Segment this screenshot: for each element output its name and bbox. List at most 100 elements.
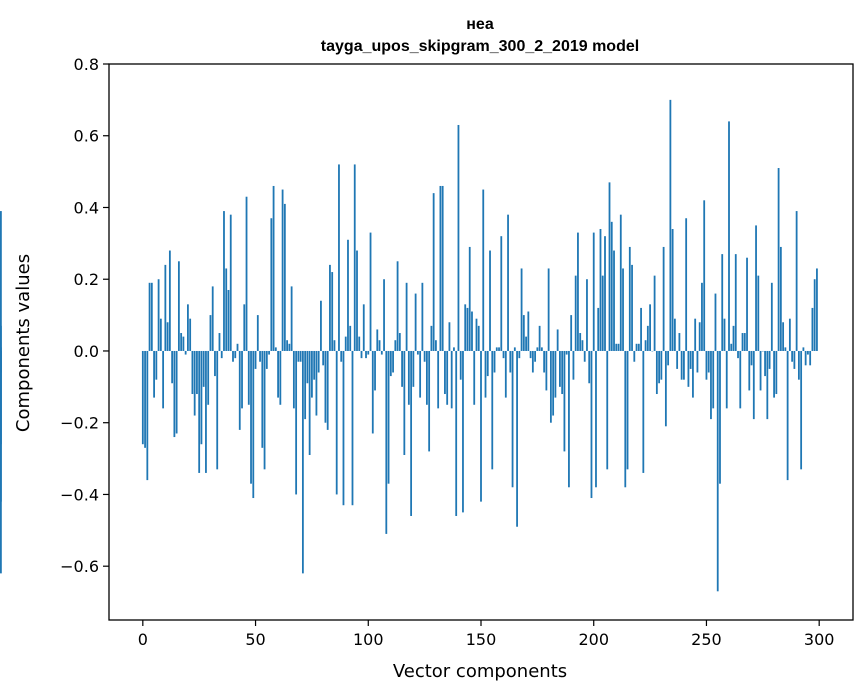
bar-225 bbox=[649, 304, 651, 351]
bar-148 bbox=[475, 318, 478, 351]
bar-175 bbox=[536, 347, 539, 351]
bar-93 bbox=[351, 350, 354, 506]
y-axis-label: Components values bbox=[13, 254, 34, 432]
bar-109 bbox=[387, 350, 390, 484]
bar-197 bbox=[586, 279, 588, 351]
bar-211 bbox=[617, 343, 620, 351]
bar-82 bbox=[326, 350, 329, 430]
bar-38 bbox=[227, 289, 230, 351]
x-tick-label: 250 bbox=[691, 630, 722, 649]
bar-110 bbox=[389, 350, 392, 377]
bar-155 bbox=[491, 350, 494, 470]
bar-242 bbox=[687, 350, 690, 387]
bar-14 bbox=[173, 350, 176, 438]
bar-86 bbox=[335, 350, 338, 495]
bar-24 bbox=[196, 350, 198, 395]
bar-43 bbox=[238, 350, 241, 430]
bar-277 bbox=[766, 350, 769, 420]
bar-273 bbox=[757, 275, 760, 351]
bar-223 bbox=[644, 340, 647, 351]
bar-212 bbox=[619, 214, 622, 351]
bar-91 bbox=[347, 239, 349, 351]
bar-169 bbox=[522, 315, 525, 351]
bar-232 bbox=[664, 350, 667, 427]
bar-119 bbox=[410, 350, 413, 516]
bar-10 bbox=[164, 264, 167, 351]
bar-236 bbox=[673, 318, 676, 351]
bar-153 bbox=[486, 350, 489, 377]
bar-20 bbox=[187, 304, 189, 351]
bar-177 bbox=[540, 347, 543, 351]
bar-50 bbox=[254, 350, 257, 369]
bar-37 bbox=[225, 268, 228, 351]
bar-201 bbox=[595, 350, 597, 488]
bar-276 bbox=[764, 350, 766, 377]
bar-27 bbox=[202, 350, 205, 387]
y-tick-label: 0.2 bbox=[74, 270, 99, 289]
bar-263 bbox=[734, 254, 737, 351]
bar-257 bbox=[721, 254, 724, 351]
bar-55 bbox=[265, 350, 268, 369]
bar-120 bbox=[412, 350, 415, 387]
plot-frame bbox=[108, 63, 854, 621]
bar-17 bbox=[180, 333, 183, 351]
bar-220 bbox=[637, 343, 640, 351]
bar-128 bbox=[430, 325, 433, 351]
bar-6 bbox=[155, 350, 158, 380]
bar-171 bbox=[527, 311, 530, 351]
bar-undefined bbox=[0, 325, 2, 351]
bar-217 bbox=[631, 264, 633, 351]
bar-69 bbox=[297, 350, 300, 362]
bar-190 bbox=[570, 315, 573, 351]
bar-240 bbox=[683, 350, 685, 380]
bar-80 bbox=[322, 350, 325, 366]
bar-231 bbox=[662, 246, 665, 351]
bar-255 bbox=[716, 350, 719, 592]
bar-214 bbox=[624, 350, 627, 488]
bar-125 bbox=[423, 350, 426, 362]
bar-279 bbox=[770, 282, 773, 351]
bar-122 bbox=[416, 350, 419, 355]
bar-235 bbox=[671, 229, 674, 351]
bar-285 bbox=[784, 347, 787, 351]
bar-173 bbox=[531, 350, 534, 373]
bar-9 bbox=[162, 350, 165, 409]
bar-194 bbox=[579, 333, 582, 351]
bar-244 bbox=[692, 350, 694, 398]
chart-title: неа bbox=[466, 16, 494, 33]
bar-111 bbox=[392, 350, 394, 373]
bar-189 bbox=[568, 350, 570, 488]
bar-274 bbox=[759, 350, 762, 391]
bar-192 bbox=[574, 275, 577, 351]
bar-290 bbox=[795, 211, 798, 351]
bar-259 bbox=[725, 350, 728, 409]
y-tick-label: 0.4 bbox=[74, 198, 99, 217]
bar-252 bbox=[710, 350, 712, 420]
y-tick-label: 0.0 bbox=[74, 342, 99, 361]
bar-19 bbox=[184, 350, 187, 355]
bar-230 bbox=[660, 350, 663, 380]
bar-154 bbox=[489, 250, 491, 351]
bar-88 bbox=[340, 350, 343, 362]
bar-245 bbox=[694, 318, 697, 351]
bar-44 bbox=[241, 350, 243, 409]
bar-23 bbox=[193, 350, 196, 416]
bar-278 bbox=[768, 350, 771, 369]
bar-151 bbox=[482, 189, 485, 351]
bar-168 bbox=[520, 268, 523, 351]
bar-187 bbox=[563, 350, 566, 452]
bar-199 bbox=[590, 350, 593, 499]
y-axis-ticks: −0.6 −0.4 −0.2 0.0 0.2 0.4 0.6 0.8 bbox=[60, 55, 109, 576]
bar-208 bbox=[610, 221, 613, 351]
bar-98 bbox=[362, 304, 365, 351]
bar-247 bbox=[698, 322, 701, 351]
bar-238 bbox=[678, 333, 681, 351]
y-tick-label: 0.6 bbox=[74, 127, 99, 146]
x-axis-label: Vector components bbox=[393, 661, 567, 682]
bar-287 bbox=[788, 318, 791, 351]
bar-207 bbox=[608, 182, 611, 351]
bar-85 bbox=[333, 340, 336, 351]
bar-222 bbox=[642, 350, 645, 473]
bar-11 bbox=[166, 322, 169, 351]
